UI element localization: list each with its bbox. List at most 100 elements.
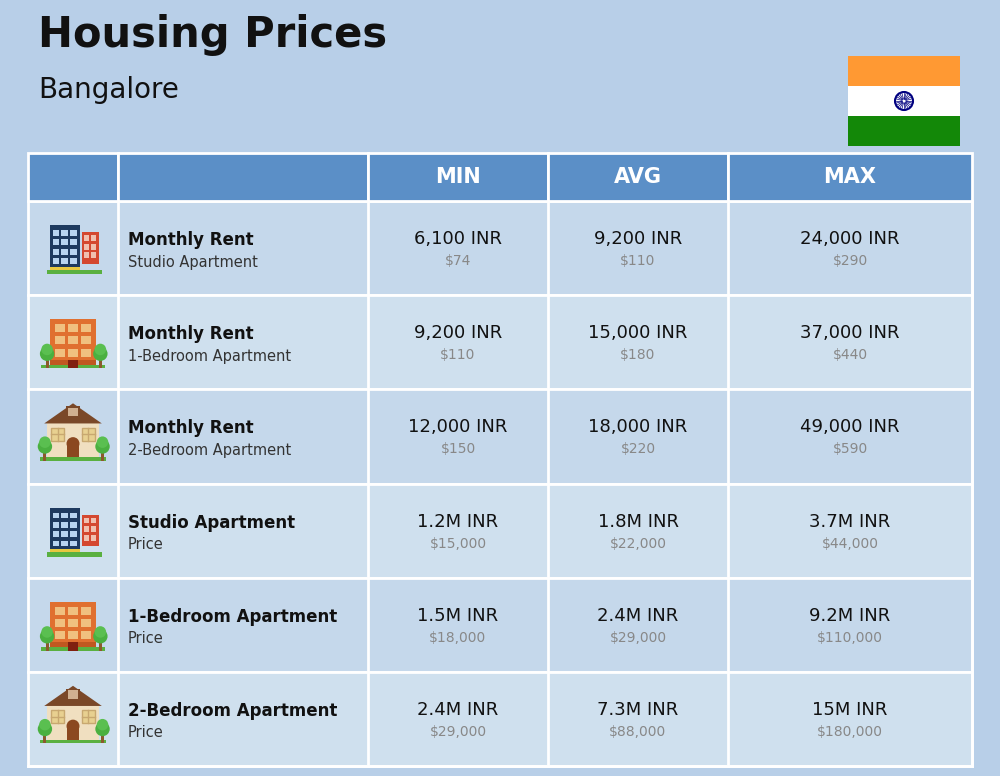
Bar — [50, 508, 80, 556]
Text: $150: $150 — [440, 442, 476, 456]
Bar — [67, 726, 79, 743]
Bar — [68, 359, 78, 368]
Bar — [61, 249, 68, 255]
Text: $220: $220 — [620, 442, 656, 456]
Text: 1-Bedroom Apartment: 1-Bedroom Apartment — [128, 608, 337, 625]
Bar — [81, 348, 91, 357]
Bar — [61, 240, 68, 245]
Bar — [84, 235, 89, 241]
Bar — [68, 607, 78, 615]
Text: 12,000 INR: 12,000 INR — [408, 418, 508, 436]
Text: $440: $440 — [832, 348, 868, 362]
Bar — [81, 631, 91, 639]
Bar — [848, 116, 960, 146]
Text: Studio Apartment: Studio Apartment — [128, 255, 258, 269]
Bar — [53, 522, 59, 528]
Circle shape — [41, 626, 53, 638]
Bar — [61, 258, 68, 264]
Circle shape — [40, 629, 54, 643]
Bar — [50, 225, 80, 274]
Bar — [46, 358, 49, 368]
Bar — [82, 428, 95, 441]
Bar — [55, 324, 65, 332]
Text: $74: $74 — [445, 254, 471, 268]
Text: 1.8M INR: 1.8M INR — [598, 513, 678, 531]
Bar — [848, 86, 960, 116]
Bar — [28, 672, 972, 766]
Text: $180,000: $180,000 — [817, 725, 883, 739]
Circle shape — [39, 719, 51, 730]
Bar — [728, 153, 972, 201]
Bar — [50, 601, 96, 650]
Bar — [84, 252, 89, 258]
Bar — [43, 733, 46, 743]
Bar — [47, 424, 99, 461]
Bar — [118, 153, 368, 201]
Text: $110,000: $110,000 — [817, 631, 883, 645]
Bar — [28, 390, 972, 483]
Text: $110: $110 — [440, 348, 476, 362]
Bar — [91, 235, 96, 241]
Bar — [61, 513, 68, 518]
Text: $110: $110 — [620, 254, 656, 268]
Text: Monthly Rent: Monthly Rent — [128, 325, 254, 343]
Bar — [28, 201, 972, 295]
Bar — [91, 518, 96, 523]
Bar — [47, 270, 102, 274]
Text: Studio Apartment: Studio Apartment — [128, 514, 295, 532]
Bar — [81, 324, 91, 332]
Bar — [53, 541, 59, 546]
Bar — [41, 365, 105, 368]
Circle shape — [95, 626, 106, 638]
Text: 18,000 INR: 18,000 INR — [588, 418, 688, 436]
Bar — [84, 518, 89, 523]
Text: 2.4M INR: 2.4M INR — [597, 607, 679, 625]
Bar — [67, 444, 79, 461]
Bar — [50, 642, 96, 650]
Text: 7.3M INR: 7.3M INR — [597, 701, 679, 719]
Text: 37,000 INR: 37,000 INR — [800, 324, 900, 342]
Bar — [53, 240, 59, 245]
Bar — [91, 244, 96, 250]
Text: Bangalore: Bangalore — [38, 76, 179, 104]
Bar — [53, 258, 59, 264]
Bar — [66, 688, 80, 700]
Bar — [81, 337, 91, 345]
Circle shape — [67, 719, 79, 733]
Bar — [68, 619, 78, 627]
Text: 2-Bedroom Apartment: 2-Bedroom Apartment — [128, 443, 291, 458]
Bar — [43, 451, 46, 461]
Text: $88,000: $88,000 — [609, 725, 667, 739]
Text: Housing Prices: Housing Prices — [38, 14, 387, 56]
Bar — [50, 549, 80, 556]
Bar — [70, 532, 77, 537]
Bar — [548, 153, 728, 201]
Bar — [50, 359, 96, 368]
Bar — [70, 513, 77, 518]
Text: $29,000: $29,000 — [609, 631, 667, 645]
Bar — [68, 407, 78, 416]
Bar — [46, 641, 49, 650]
Text: Monthly Rent: Monthly Rent — [128, 231, 254, 249]
Text: 9.2M INR: 9.2M INR — [809, 607, 891, 625]
Bar — [40, 457, 106, 461]
Bar — [66, 406, 80, 417]
Bar — [70, 249, 77, 255]
Circle shape — [93, 347, 108, 361]
Text: Price: Price — [128, 537, 164, 552]
Bar — [55, 337, 65, 345]
Text: 49,000 INR: 49,000 INR — [800, 418, 900, 436]
Bar — [82, 514, 99, 546]
Circle shape — [67, 437, 79, 450]
Bar — [53, 532, 59, 537]
Text: 9,200 INR: 9,200 INR — [414, 324, 502, 342]
Text: Price: Price — [128, 631, 164, 646]
Bar — [91, 535, 96, 541]
Text: 24,000 INR: 24,000 INR — [800, 230, 900, 248]
Bar — [68, 348, 78, 357]
Text: $29,000: $29,000 — [429, 725, 487, 739]
Circle shape — [38, 722, 52, 736]
Bar — [55, 348, 65, 357]
Polygon shape — [44, 686, 102, 706]
Bar — [53, 230, 59, 236]
